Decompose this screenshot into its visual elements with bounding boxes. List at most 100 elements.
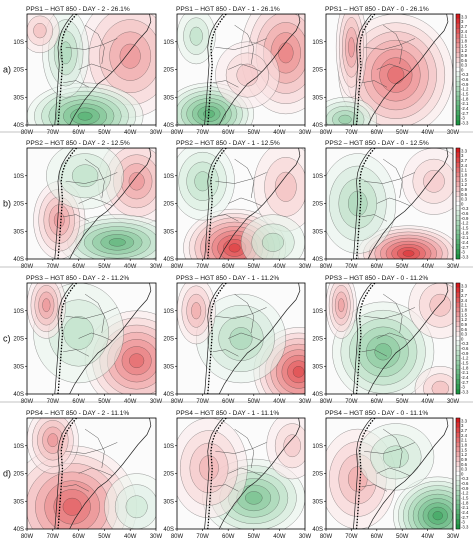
country-border [215,307,267,319]
colorbar-label: -1.8 [461,230,469,235]
lon-tick-label: 30W [299,534,312,539]
positive-anomaly-contour [62,497,82,516]
negative-anomaly-contour [77,111,93,121]
colorbar-segment [455,364,461,370]
colorbar-label: 1.2 [461,48,468,53]
lat-tick-label: 20S [13,202,24,208]
panel-title: PPS3 – HGT 850 - DAY - 2 - 11.2% [26,275,129,282]
colorbar-label: 0.9 [461,187,468,192]
map-field [326,283,453,394]
colorbar-label: -2.7 [461,245,469,250]
colorbar-label: -1.8 [461,365,469,370]
colorbar-label: -2.4 [461,240,469,245]
lat-tick-label: 20S [312,68,323,74]
south-america-coastline [204,148,301,259]
colorbar-label: -2.1 [461,370,469,375]
colorbar-segment [455,210,461,216]
map-panel: PPS1 – HGT 850 - DAY - 0 - 26.1%10S20S30… [312,6,469,136]
figure-row-2: b) PPS2 – HGT 850 - DAY - 2 - 12.5% 10S 20S… [0,131,473,270]
colorbar-label: 2.4 [461,298,468,303]
colorbar-segment [455,470,461,477]
country-border [364,442,415,454]
panel-title: PPS2 – HGT 850 - DAY - 1 - 12.5% [176,140,280,147]
colorbar-segment [455,446,461,452]
lon-tick-label: 30W [299,130,312,136]
map-panel: PPS4 – HGT 850 - DAY - 2 - 11.1% 10S 20S 30… [13,410,162,540]
colorbar-segment [455,239,461,245]
colorbar-segment [455,282,461,288]
positive-anomaly-contour [228,243,241,253]
country-border [84,24,105,64]
colorbar-label: 0.9 [461,53,468,58]
country-border [63,214,90,222]
country-border [65,307,118,319]
colorbar-segment [455,437,461,443]
country-border [65,442,118,454]
lon-tick-label: 40W [124,130,137,136]
colorbar-label: -0.9 [461,486,469,491]
map-field [326,418,453,529]
colorbar-frame [455,147,461,260]
map-panel: PPS3 – HGT 850 - DAY - 0 - 11.2%10S20S30… [312,275,469,405]
row-label: c) [3,334,11,344]
colorbar-frame [455,417,461,530]
panel-title: PPS3 – HGT 850 - DAY - 0 - 11.2% [325,275,428,282]
lat-tick-label: 30S [163,229,174,235]
positive-anomaly-contour [278,42,294,64]
colorbar-segment [455,331,461,337]
colorbar-label: -2.7 [461,515,469,520]
lon-tick-label: 80W [171,130,184,136]
map-field [326,14,453,125]
colorbar-segment [455,13,461,19]
colorbar-label: 3 [461,19,464,24]
colorbar-label: -1.5 [461,92,469,97]
map-panel: PPS4 – HGT 850 - DAY - 0 - 11.1%10S20S30… [312,410,469,540]
colorbar-label: 2.1 [461,34,468,39]
lat-tick-label: 10S [312,444,323,450]
country-border [84,293,105,333]
colorbar-label: 1.5 [461,312,468,317]
lon-tick-label: 60W [72,130,85,136]
lon-tick-label: 50W [98,534,111,539]
positive-anomaly-contour [338,298,345,313]
colorbar-segment [455,115,461,121]
colorbar-segment [455,196,461,202]
lat-tick-label: 30S [163,95,174,101]
colorbar-label: -0.9 [461,351,469,356]
colorbar-label: -3 [461,520,465,525]
colorbar-label: -2.1 [461,505,469,510]
andes-topography [355,148,376,259]
colorbar-segment [455,335,461,342]
country-border [84,158,105,198]
lat-tick-label: 30S [163,364,174,370]
positive-anomaly-contour [387,66,405,84]
colorbar-segment [455,456,461,462]
map-panel: PPS2 – HGT 850 - DAY - 1 - 12.5% 10S 20S 30… [163,140,311,270]
lat-tick-label: 20S [163,202,174,208]
negative-anomaly-contour [229,327,253,350]
colorbar-segment [455,254,461,260]
lat-tick-label: 10S [312,174,323,180]
lat-tick-label: 10S [13,40,24,46]
colorbar-segment [455,451,461,457]
lat-tick-label: 10S [13,309,24,315]
colorbar-segment [455,162,461,168]
colorbar-label: 2.7 [461,24,468,29]
colorbar-label: 2.4 [461,433,468,438]
andes-topography [57,148,78,259]
colorbar-label: 0.6 [461,192,468,197]
lon-tick-label: 70W [47,534,60,539]
lat-tick-label: 30S [13,364,24,370]
andes-topography [355,418,376,529]
colorbar-label: 0.6 [461,462,468,467]
negative-anomaly-contour [71,164,99,188]
country-border [383,428,403,468]
country-border [84,428,105,468]
map-panel: PPS3 – HGT 850 - DAY - 2 - 11.2% 10S 20S 30… [13,275,162,405]
lon-tick-label: 30W [447,534,460,539]
lon-tick-label: 60W [222,130,235,136]
colorbar-segment [455,215,461,221]
country-border [383,293,403,333]
country-border [65,172,118,184]
colorbar-segment [455,23,461,29]
